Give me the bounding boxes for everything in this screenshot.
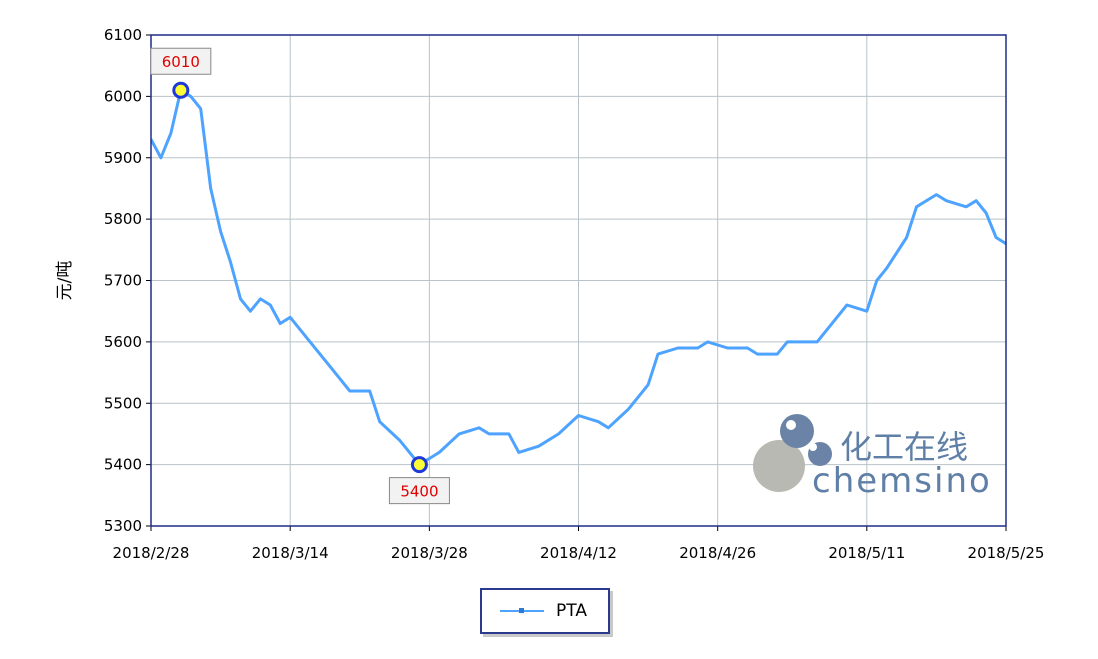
y-axis-label: 元/吨 — [55, 261, 75, 301]
y-tick-label: 5900 — [104, 149, 142, 167]
legend: PTA — [480, 588, 610, 634]
x-tick-label: 2018/5/25 — [968, 544, 1045, 562]
annotation-box — [388, 477, 450, 505]
x-tick-label: 2018/5/11 — [828, 544, 905, 562]
y-tick-labels: 5300 5400 5500 5600 5700 5800 5900 6000 6100 — [104, 26, 142, 535]
plot-area — [151, 88, 1006, 467]
y-tick-label: 6100 — [104, 26, 142, 44]
legend-swatch-pta — [500, 608, 544, 613]
y-tick-label: 5600 — [104, 333, 142, 351]
x-tick-label: 2018/3/14 — [252, 544, 329, 562]
y-tick-label: 5500 — [104, 394, 142, 412]
chemsino-watermark: 化工在线 chemsino — [753, 414, 992, 501]
x-tick-labels: 2018/2/28 2018/3/14 2018/3/28 2018/4/12 2018… — [113, 544, 1045, 562]
watermark-logo-circle-top — [780, 414, 814, 448]
y-tick-label: 6000 — [104, 87, 142, 105]
watermark-cn-text: 化工在线 — [840, 428, 968, 466]
watermark-logo-circle-large — [753, 440, 805, 492]
annotations: 6010 5400 — [150, 47, 450, 505]
watermark-en-text: chemsino — [812, 461, 992, 501]
watermark-logo-highlight-small — [809, 443, 817, 451]
y-tick-label: 5800 — [104, 210, 142, 228]
plot-border — [150, 34, 1007, 527]
x-tick-label: 2018/3/28 — [391, 544, 468, 562]
x-tick-label: 2018/4/12 — [540, 544, 617, 562]
watermark-logo-highlight — [786, 420, 796, 430]
annotation-label: 6010 — [162, 53, 200, 71]
x-tick-label: 2018/4/26 — [679, 544, 756, 562]
series-line-pta — [151, 88, 1006, 467]
y-tick-label: 5700 — [104, 272, 142, 290]
x-tick-label: 2018/2/28 — [113, 544, 190, 562]
legend-label-pta: PTA — [556, 601, 587, 621]
annotation-marker — [410, 456, 428, 474]
annotation-marker — [172, 81, 190, 99]
annotation-label: 5400 — [400, 483, 438, 501]
y-tick-label: 5300 — [104, 517, 142, 535]
annotation-box — [150, 47, 212, 75]
y-tick-label: 5400 — [104, 456, 142, 474]
